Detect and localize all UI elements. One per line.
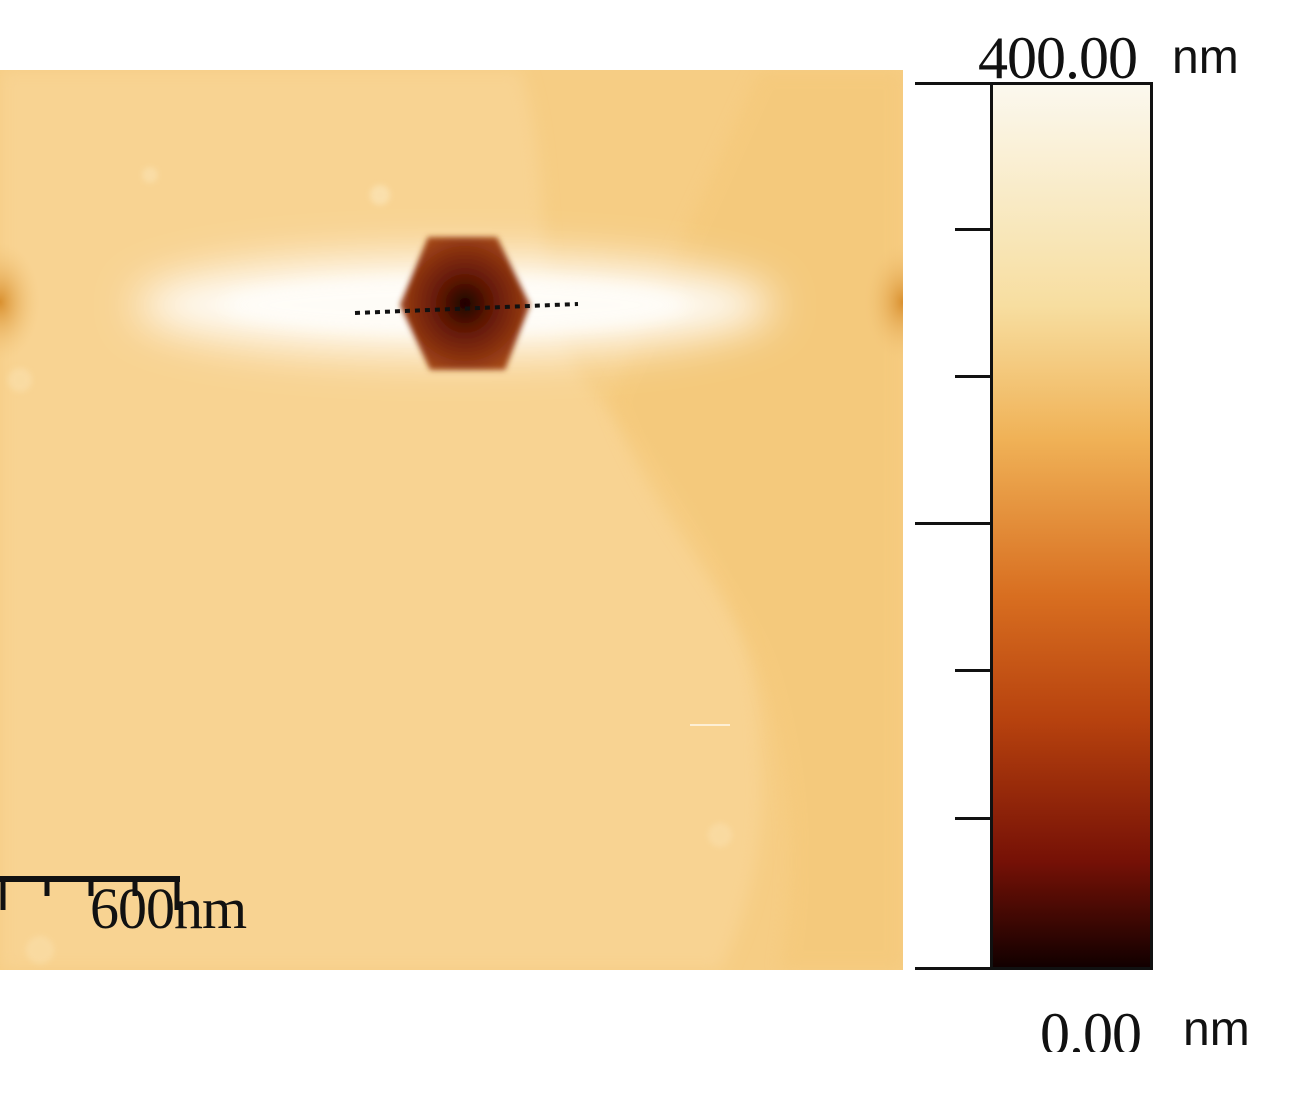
colorbar-tick-major	[915, 522, 993, 525]
colorbar-axis-bottom	[915, 967, 993, 970]
profile-line	[354, 302, 579, 315]
particle	[708, 823, 732, 847]
colorbar-min-label: 0.00	[1040, 1001, 1141, 1052]
scale-bar	[0, 876, 180, 910]
particle	[8, 368, 32, 392]
afm-surface	[0, 70, 903, 970]
colorbar-max-label: 400.00	[978, 25, 1138, 91]
scale-bar-label: 600nm	[90, 876, 247, 941]
colorbar-tick	[955, 817, 993, 820]
colorbar-tick	[955, 228, 993, 231]
particle	[370, 185, 390, 205]
colorbar-tick	[955, 375, 993, 378]
afm-height-image: 600nm	[0, 70, 903, 970]
colorbar-axis-top	[915, 82, 993, 85]
colorbar-max-unit: nm	[1172, 31, 1239, 84]
particle	[26, 936, 54, 964]
particle	[142, 167, 158, 183]
colorbar-gradient	[993, 85, 1150, 967]
hexagonal-pit	[400, 237, 530, 370]
colorbar-min-unit: nm	[1183, 1003, 1250, 1056]
right-edge-feature	[863, 242, 903, 362]
colorbar	[990, 82, 1153, 970]
left-edge-feature	[0, 242, 40, 362]
colorbar-tick	[955, 669, 993, 672]
